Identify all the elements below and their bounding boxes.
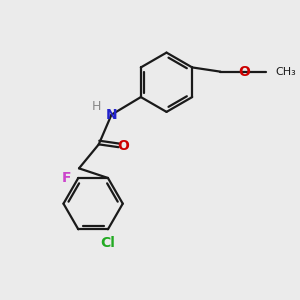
Text: N: N — [106, 108, 117, 122]
Text: F: F — [62, 171, 71, 185]
Text: O: O — [238, 65, 250, 79]
Text: H: H — [91, 100, 101, 113]
Text: O: O — [118, 139, 130, 153]
Text: Cl: Cl — [100, 236, 116, 250]
Text: CH₃: CH₃ — [275, 67, 296, 77]
